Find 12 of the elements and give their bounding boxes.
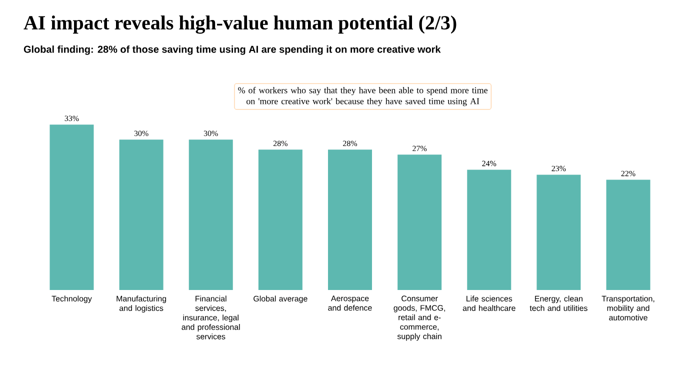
bar	[188, 140, 233, 290]
bar	[467, 170, 512, 290]
bar	[50, 124, 94, 290]
chart-title: AI impact reveals high-value human potential (2/3)	[24, 16, 456, 34]
bar	[328, 150, 372, 290]
chart-subtitle: Global finding: 28% of those saving time using AI are spending it on more creative work	[24, 46, 441, 55]
bar	[398, 154, 442, 290]
bar	[258, 150, 302, 290]
text: % of workers who say that they have been able to spend more time on 'more creative work' because they have saved time using AI	[238, 86, 488, 106]
bar	[606, 180, 650, 290]
bar	[536, 174, 581, 290]
bar	[119, 140, 164, 290]
